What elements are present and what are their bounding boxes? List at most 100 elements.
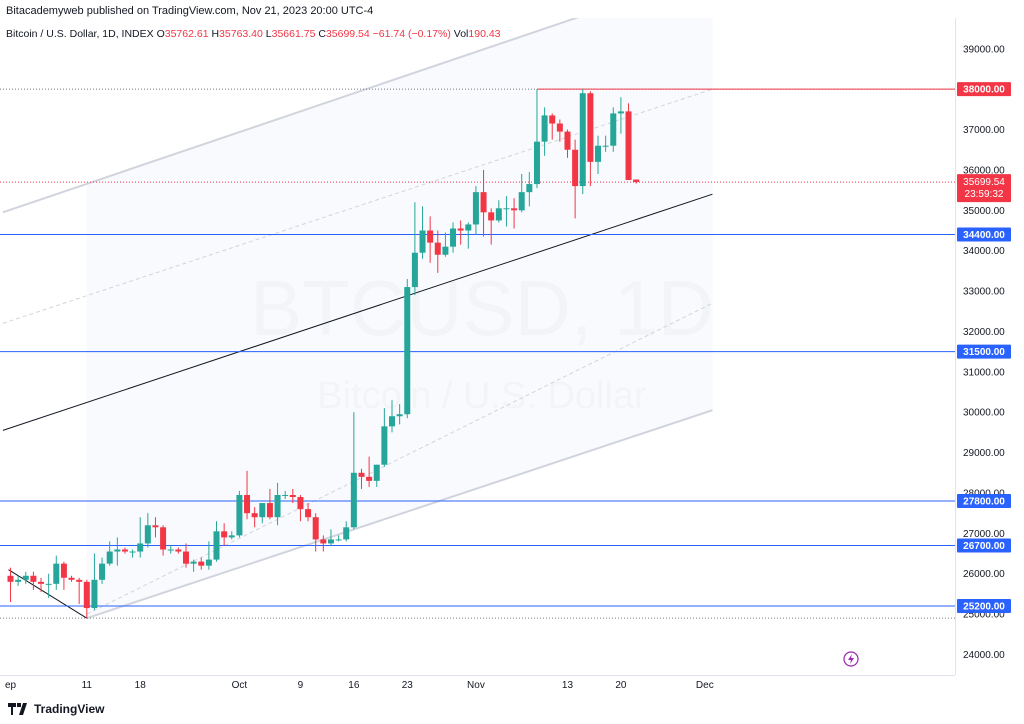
x-tick-label: 23: [402, 680, 414, 691]
channel-fill: [86, 18, 713, 619]
candle-body: [358, 472, 365, 477]
y-tick-label: 28000.00: [963, 488, 1005, 499]
candle-body: [434, 242, 441, 255]
y-tick-label: 37000.00: [963, 125, 1005, 136]
level-label-25200: 25200.00: [963, 602, 1005, 613]
candle-body: [480, 192, 487, 213]
high-label: H: [211, 28, 220, 40]
watermark-symbol: BTCUSD, 1D: [250, 264, 714, 352]
last-price-label: 35699.54: [963, 177, 1005, 188]
y-tick-label: 29000.00: [963, 448, 1005, 459]
low-value: 35661.75: [271, 28, 316, 40]
level-label-box-31500: [957, 344, 1011, 359]
candle-body: [305, 509, 312, 518]
close-label: C: [318, 28, 326, 40]
candle-body: [137, 543, 144, 552]
y-tick-label: 32000.00: [963, 327, 1005, 338]
candle-body: [511, 208, 518, 211]
level-label-box-27800: [957, 494, 1011, 509]
candle-body: [30, 575, 37, 582]
last-price-box: [957, 174, 1011, 203]
candle-body: [213, 531, 220, 560]
candle-body: [572, 149, 579, 187]
candle-body: [602, 145, 609, 147]
candle-body: [625, 111, 632, 181]
candle-body: [320, 539, 327, 544]
x-tick-label: 9: [298, 680, 304, 691]
lightning-icon[interactable]: [843, 651, 859, 667]
level-label-26700: 26700.00: [963, 541, 1005, 552]
channel-mid-upper-line: [2, 88, 713, 324]
level-label-box-38000: [957, 82, 1011, 97]
level-label-31500: 31500.00: [963, 347, 1005, 358]
tradingview-logo-icon: [8, 703, 27, 715]
candle-body: [396, 414, 403, 417]
candle-body: [198, 561, 205, 566]
candle-body: [450, 228, 457, 247]
x-tick-label: 20: [615, 680, 627, 691]
y-tick-label: 25000.00: [963, 610, 1005, 621]
x-tick-label: Oct: [232, 680, 248, 691]
candle-body: [442, 246, 449, 255]
y-tick-label: 30000.00: [963, 408, 1005, 419]
candle-body: [68, 577, 75, 580]
candle-body: [350, 472, 357, 528]
candle-body: [53, 563, 60, 584]
candle-body: [190, 561, 197, 564]
symbol-name: Bitcoin / U.S. Dollar, 1D, INDEX: [6, 28, 154, 40]
change-value: −61.74 (−0.17%): [372, 28, 451, 40]
tradingview-footer[interactable]: TradingView: [8, 702, 104, 716]
open-value: 35762.61: [164, 28, 209, 40]
candle-body: [297, 497, 304, 510]
candle-body: [595, 145, 602, 162]
candle-body: [251, 513, 258, 518]
level-label-box-26700: [957, 538, 1011, 553]
candle-body: [160, 527, 167, 550]
x-tick-label: ep: [5, 680, 17, 691]
candle-body: [518, 192, 525, 211]
candle-body: [167, 549, 174, 551]
candle-body: [579, 93, 586, 187]
candle-body: [289, 494, 296, 498]
candle-body: [587, 93, 594, 162]
y-tick-label: 34000.00: [963, 246, 1005, 257]
lightning-icon-circle: [843, 651, 859, 667]
y-tick-label: 31000.00: [963, 367, 1005, 378]
plot-area: BTCUSD, 1D Bitcoin / U.S. Dollar: [0, 18, 955, 620]
candle-body: [556, 123, 563, 132]
candle-body: [381, 426, 388, 465]
close-value: 35699.54: [325, 28, 370, 40]
y-tick-label: 35000.00: [963, 206, 1005, 217]
candle-body: [114, 549, 121, 552]
candle-body: [236, 494, 243, 536]
candle-body: [495, 208, 502, 221]
level-label-box-25200: [957, 599, 1011, 614]
candle-body: [106, 551, 113, 564]
open-label: O: [156, 28, 165, 40]
candle-body: [404, 287, 411, 415]
x-tick-label: 13: [562, 680, 574, 691]
candle-body: [411, 252, 418, 288]
candle-body: [22, 575, 29, 580]
level-label-38000: 38000.00: [963, 85, 1005, 96]
candle-body: [533, 141, 540, 185]
candle-body: [45, 583, 52, 585]
channel-upper-line: [2, 18, 579, 214]
candle-body: [7, 575, 14, 582]
candle-body: [144, 525, 151, 544]
candle-body: [266, 503, 273, 518]
channel-mid-lower-line: [86, 302, 713, 615]
volume-label: Vol: [453, 28, 469, 40]
x-tick-label: Nov: [467, 680, 485, 691]
candle-body: [38, 581, 45, 584]
y-tick-label: 24000.00: [963, 650, 1005, 661]
x-tick-label: Dec: [696, 680, 714, 691]
candle-body: [526, 184, 533, 193]
candle-body: [564, 131, 571, 150]
channel-lower-line: [86, 409, 713, 620]
x-tick-label: 11: [82, 680, 93, 691]
candle-body: [343, 527, 350, 540]
y-tick-label: 36000.00: [963, 165, 1005, 176]
candle-body: [472, 192, 479, 225]
